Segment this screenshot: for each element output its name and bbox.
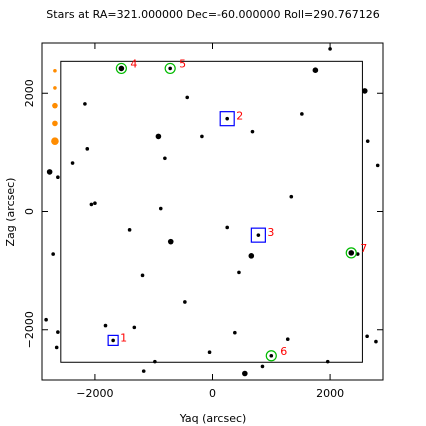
star-point bbox=[269, 353, 274, 358]
star-point bbox=[155, 133, 162, 140]
star-point bbox=[361, 88, 368, 94]
edge-star-point bbox=[51, 137, 59, 145]
star-point bbox=[365, 334, 369, 339]
edge-stars-layer bbox=[51, 68, 59, 145]
star-point bbox=[183, 300, 187, 304]
guide-star-label: 7 bbox=[360, 242, 367, 255]
star-point bbox=[140, 273, 145, 278]
star-point bbox=[312, 67, 319, 73]
star-point bbox=[158, 206, 163, 211]
guide-star-label: 6 bbox=[280, 345, 287, 358]
star-point bbox=[167, 238, 174, 245]
star-point bbox=[248, 253, 255, 259]
star-point bbox=[250, 129, 255, 134]
star-point bbox=[118, 65, 125, 72]
guide-star-marker bbox=[265, 350, 277, 362]
star-point bbox=[85, 147, 90, 151]
star-point bbox=[153, 359, 157, 364]
star-point bbox=[103, 323, 108, 328]
guide-star-label: 5 bbox=[179, 57, 186, 70]
star-point bbox=[207, 350, 212, 355]
star-point bbox=[374, 339, 378, 344]
star-point bbox=[225, 225, 229, 230]
star-point bbox=[225, 116, 229, 121]
y-tick-label: 2000 bbox=[23, 79, 36, 107]
x-tick-label: 2000 bbox=[316, 387, 344, 400]
star-point bbox=[89, 202, 94, 207]
x-tick-label: 0 bbox=[209, 387, 216, 400]
star-point bbox=[185, 95, 190, 100]
acq-star-marker bbox=[250, 227, 266, 243]
field-of-view-box bbox=[60, 60, 363, 363]
star-point bbox=[46, 169, 53, 175]
star-point bbox=[93, 201, 97, 206]
star-point bbox=[285, 337, 290, 342]
axis-ticks: −2000 0 2000 −2000 0 2000 bbox=[23, 43, 383, 400]
star-point bbox=[300, 112, 304, 116]
star-point bbox=[56, 175, 60, 180]
star-point bbox=[375, 163, 380, 168]
plot-frame bbox=[41, 42, 384, 381]
acq-star-marker bbox=[107, 334, 119, 346]
guide-star-marker bbox=[164, 62, 176, 75]
star-point bbox=[127, 228, 132, 232]
y-axis-label: Zag (arcsec) bbox=[4, 178, 17, 247]
star-point bbox=[51, 252, 55, 256]
star-point bbox=[328, 47, 332, 51]
star-point bbox=[56, 330, 60, 334]
guide-star-marker bbox=[115, 62, 127, 75]
star-point bbox=[237, 270, 241, 275]
star-point bbox=[54, 345, 59, 350]
guide-stars-layer: 4 5 7 6 bbox=[115, 57, 367, 362]
star-point bbox=[233, 330, 237, 335]
acq-star-label: 3 bbox=[267, 226, 274, 239]
x-axis-label: Yaq (arcsec) bbox=[179, 412, 247, 425]
star-point bbox=[111, 338, 115, 343]
chart-title: Stars at RA=321.000000 Dec=-60.000000 Ro… bbox=[46, 8, 379, 21]
edge-star-point bbox=[53, 68, 57, 73]
guide-star-marker bbox=[345, 247, 357, 259]
star-point bbox=[70, 161, 75, 165]
star-point bbox=[163, 156, 167, 161]
edge-star-point bbox=[52, 102, 58, 109]
guide-star-label: 4 bbox=[130, 57, 137, 70]
star-point bbox=[325, 359, 330, 364]
star-point bbox=[83, 102, 87, 106]
edge-star-point bbox=[53, 86, 57, 90]
star-point bbox=[365, 139, 370, 143]
star-point bbox=[289, 194, 294, 199]
acq-star-marker bbox=[219, 111, 235, 127]
star-point bbox=[200, 134, 204, 139]
star-point bbox=[44, 317, 48, 322]
acq-star-label: 1 bbox=[120, 331, 127, 344]
star-point bbox=[242, 370, 248, 377]
star-point bbox=[348, 250, 355, 256]
edge-star-point bbox=[52, 120, 58, 127]
star-point bbox=[141, 369, 146, 373]
star-point bbox=[132, 325, 137, 330]
star-point bbox=[256, 233, 261, 237]
star-point bbox=[260, 364, 265, 369]
acq-stars-layer: 2 3 1 bbox=[107, 110, 274, 346]
x-tick-label: −2000 bbox=[76, 387, 113, 400]
star-point bbox=[168, 66, 172, 71]
stars-layer bbox=[44, 47, 380, 377]
y-tick-label: −2000 bbox=[23, 311, 36, 348]
acq-star-label: 2 bbox=[236, 110, 243, 123]
y-tick-label: 0 bbox=[23, 208, 36, 215]
